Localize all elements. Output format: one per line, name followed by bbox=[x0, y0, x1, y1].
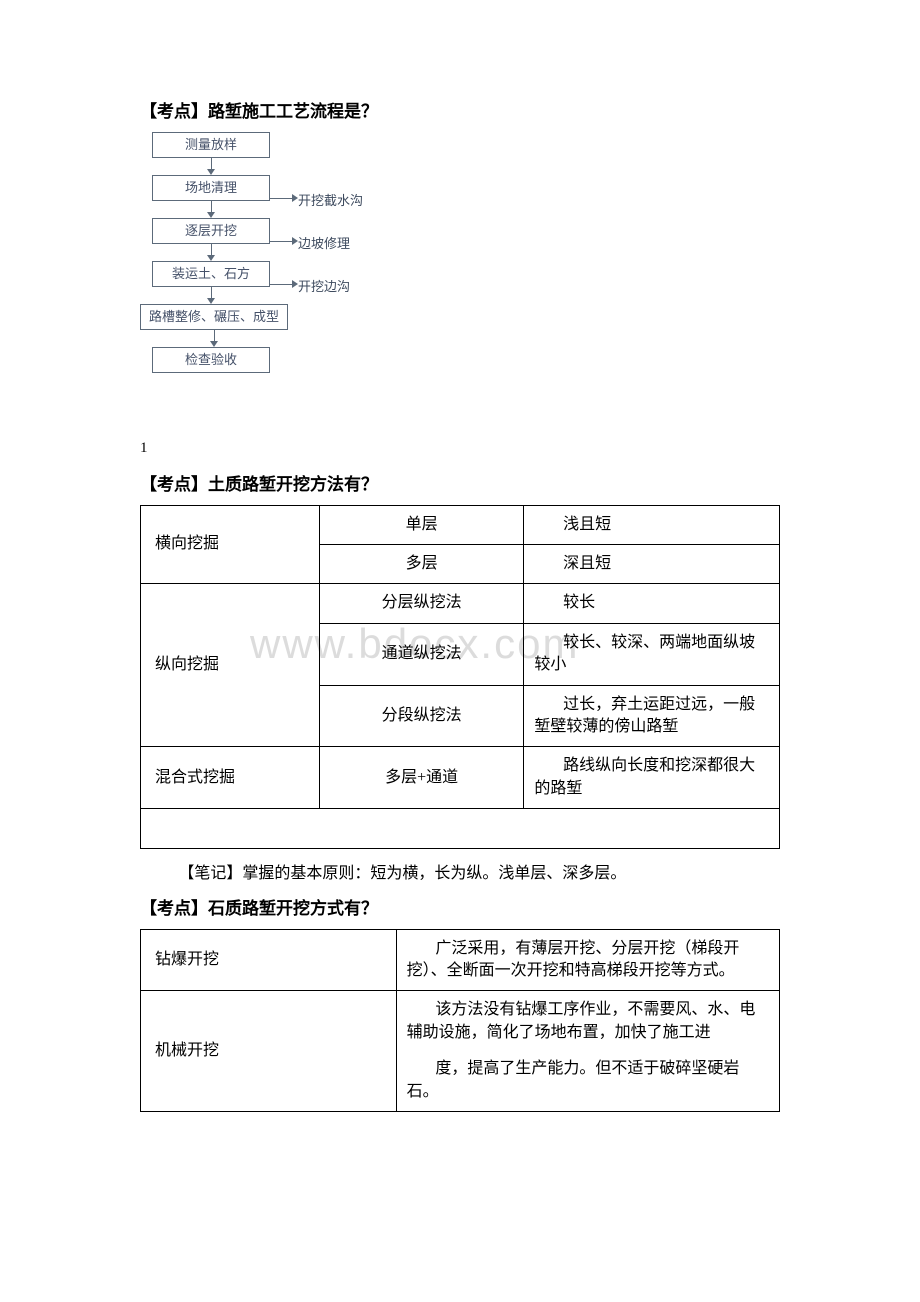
flow-node: 路槽整修、碾压、成型 bbox=[140, 304, 288, 330]
table-cell: 通道纵挖法 bbox=[319, 623, 523, 685]
flow-node: 装运土、石方 bbox=[152, 261, 270, 287]
table-cell: 广泛采用，有薄层开挖、分层开挖（梯段开挖）、全断面一次开挖和特高梯段开挖等方式。 bbox=[396, 929, 779, 991]
table-cell: 较长、较深、两端地面纵坡较小 bbox=[524, 623, 780, 685]
flow-node: 逐层开挖 bbox=[152, 218, 270, 244]
heading-1: 【考点】路堑施工工艺流程是？ bbox=[140, 100, 780, 124]
flow-side-label: 开挖截水沟 bbox=[298, 192, 363, 210]
table-cell: 钻爆开挖 bbox=[141, 929, 397, 991]
table-cell: 单层 bbox=[319, 505, 523, 544]
table-rock-excavation: 钻爆开挖广泛采用，有薄层开挖、分层开挖（梯段开挖）、全断面一次开挖和特高梯段开挖… bbox=[140, 929, 780, 1112]
flow-node: 检查验收 bbox=[152, 347, 270, 373]
flowchart: 测量放样场地清理逐层开挖装运土、石方路槽整修、碾压、成型检查验收 开挖截水沟边坡修… bbox=[140, 132, 440, 432]
flow-side-label: 开挖边沟 bbox=[298, 278, 350, 296]
heading-3: 【考点】石质路堑开挖方式有？ bbox=[140, 897, 780, 921]
table-soil-excavation: 横向挖掘单层浅且短多层深且短纵向挖掘分层纵挖法较长通道纵挖法较长、较深、两端地面… bbox=[140, 505, 780, 849]
table-cell: 多层 bbox=[319, 544, 523, 583]
flow-node: 场地清理 bbox=[152, 175, 270, 201]
table-cell: 分段纵挖法 bbox=[319, 685, 523, 747]
flow-side-label: 边坡修理 bbox=[298, 235, 350, 253]
table-cell: 混合式挖掘 bbox=[141, 747, 320, 809]
table-cell: 分层纵挖法 bbox=[319, 584, 523, 623]
table-cell: 浅且短 bbox=[524, 505, 780, 544]
page-number: 1 bbox=[140, 438, 780, 459]
table-cell: 横向挖掘 bbox=[141, 505, 320, 584]
table-cell: 多层+通道 bbox=[319, 747, 523, 809]
table-cell: 路线纵向长度和挖深都很大的路堑 bbox=[524, 747, 780, 809]
heading-2: 【考点】土质路堑开挖方法有？ bbox=[140, 473, 780, 497]
table-cell: 较长 bbox=[524, 584, 780, 623]
table-cell: 机械开挖 bbox=[141, 991, 397, 1112]
table-cell: 深且短 bbox=[524, 544, 780, 583]
table-cell: 该方法没有钻爆工序作业，不需要风、水、电辅助设施，简化了场地布置，加快了施工进度… bbox=[396, 991, 779, 1112]
table-cell: 纵向挖掘 bbox=[141, 584, 320, 747]
note-1: 【笔记】掌握的基本原则：短为横，长为纵。浅单层、深多层。 bbox=[140, 863, 780, 885]
flow-node: 测量放样 bbox=[152, 132, 270, 158]
table-cell: 过长，弃土运距过远，一般堑壁较薄的傍山路堑 bbox=[524, 685, 780, 747]
